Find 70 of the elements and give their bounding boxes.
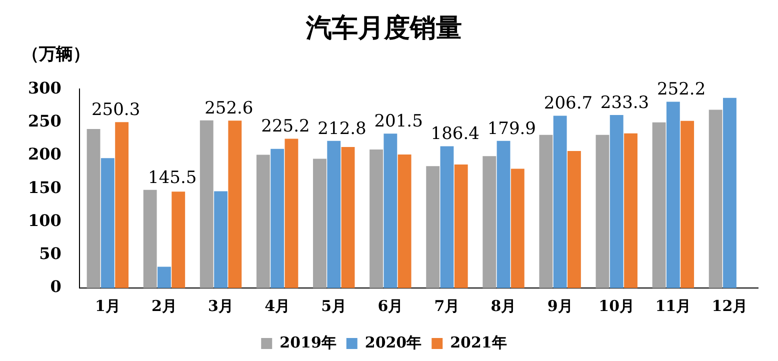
bar <box>652 122 666 288</box>
bar <box>327 140 341 288</box>
bar <box>624 133 638 288</box>
y-tick-label: 200 <box>28 144 62 164</box>
data-label: 206.7 <box>544 94 593 114</box>
bar <box>398 154 412 288</box>
bar <box>426 166 440 288</box>
bar <box>539 134 553 288</box>
data-label: 252.2 <box>656 80 706 100</box>
y-tick-label: 0 <box>50 277 62 296</box>
bar <box>158 266 171 288</box>
bar <box>270 148 284 288</box>
bar <box>496 140 510 288</box>
bar <box>440 146 454 288</box>
bar <box>100 158 114 288</box>
data-label: 201.5 <box>374 112 423 132</box>
bar <box>680 120 694 288</box>
bar <box>172 192 186 288</box>
data-label: 225.2 <box>261 116 310 137</box>
bar <box>666 102 680 288</box>
x-tick-label: 6月 <box>378 296 404 315</box>
bar <box>200 120 214 288</box>
data-label: 212.8 <box>318 118 366 139</box>
bar <box>214 191 228 288</box>
x-tick-label: 11月 <box>655 296 692 315</box>
bar <box>596 134 610 288</box>
bar <box>313 158 326 288</box>
bar <box>708 110 722 288</box>
bar <box>86 128 100 288</box>
bar <box>482 156 496 288</box>
data-label: 145.5 <box>148 168 197 188</box>
bar <box>341 146 355 288</box>
x-tick-label: 3月 <box>208 296 234 315</box>
x-tick-label: 12月 <box>712 296 748 315</box>
bar <box>284 138 298 288</box>
data-label: 186.4 <box>430 124 480 144</box>
bar <box>567 151 581 288</box>
bar <box>553 116 567 288</box>
legend-label: 2019年 <box>280 333 336 352</box>
y-tick-label: 100 <box>28 210 62 230</box>
x-tick-label: 2月 <box>152 296 177 315</box>
chart-title: 汽车月度销量 <box>305 13 462 44</box>
bar <box>256 154 270 288</box>
bar <box>370 150 383 288</box>
legend-label: 2020年 <box>364 333 422 352</box>
bar <box>228 120 242 288</box>
bar <box>454 164 468 288</box>
x-tick-label: 8月 <box>490 296 516 315</box>
x-tick-label: 10月 <box>598 296 635 315</box>
bar <box>143 190 157 288</box>
y-tick-label: 50 <box>39 244 62 264</box>
data-label: 252.6 <box>204 98 254 118</box>
data-label: 250.3 <box>91 100 140 120</box>
bar <box>723 98 736 288</box>
bar <box>610 115 624 288</box>
data-label: 179.9 <box>487 118 536 139</box>
x-tick-label: 5月 <box>321 296 347 315</box>
x-tick-label: 1月 <box>94 296 120 315</box>
bar <box>115 122 129 288</box>
y-axis-title: （万辆） <box>22 44 90 64</box>
x-tick-label: 4月 <box>264 296 290 315</box>
x-tick-label: 7月 <box>434 296 460 315</box>
y-tick-label: 150 <box>28 178 62 197</box>
data-label: 233.3 <box>600 92 650 113</box>
legend-label: 2021年 <box>450 333 507 352</box>
x-tick-label: 9月 <box>547 296 573 315</box>
y-tick-label: 300 <box>28 78 62 98</box>
bar <box>384 134 398 288</box>
bar <box>510 168 524 288</box>
y-tick-label: 250 <box>28 111 62 130</box>
